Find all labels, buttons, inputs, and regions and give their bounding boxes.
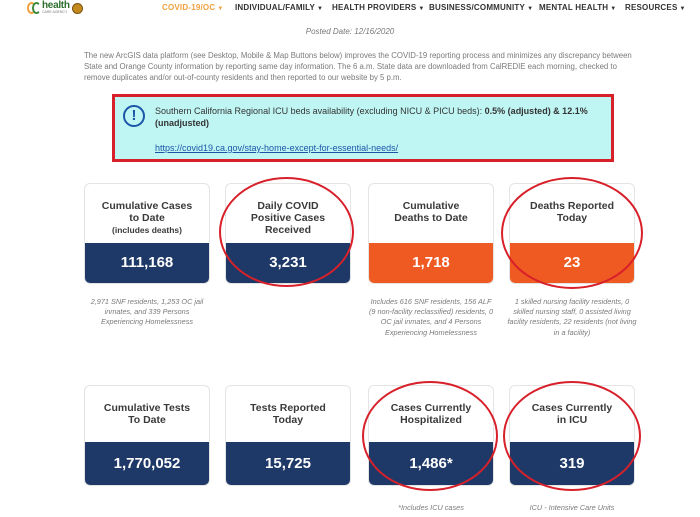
card-title: Cumulative Tests To Date (103, 402, 191, 426)
chevron-down-icon: ▼ (418, 6, 425, 12)
card-note: 1 skilled nursing facility residents, 0 … (507, 297, 637, 337)
card-value: 111,168 (85, 243, 209, 283)
card-deaths-today: Deaths Reported Today 23 (509, 183, 635, 284)
nav-item-mental-health[interactable]: MENTAL HEALTH ▼ (539, 3, 617, 12)
card-value: 319 (510, 442, 634, 485)
nav-item-business-community[interactable]: BUSINESS/COMMUNITY ▼ (429, 3, 534, 12)
nav-item-resources[interactable]: RESOURCES ▼ (625, 3, 686, 12)
posted-date: Posted Date: 12/16/2020 (305, 27, 395, 36)
top-nav: health CARE AGENCY COVID-19/OC ▼ INDIVIDU… (0, 0, 700, 18)
card-cumulative-deaths: Cumulative Deaths to Date 1,718 (368, 183, 494, 284)
card-cumulative-cases: Cumulative Cases to Date (includes death… (84, 183, 210, 284)
chevron-down-icon: ▼ (317, 6, 324, 12)
oc-logo-icon (27, 1, 41, 15)
card-title: Tests Reported Today (250, 402, 326, 426)
logo-text: health (42, 0, 70, 12)
card-title: Deaths Reported Today (529, 200, 614, 224)
chevron-down-icon: ▼ (527, 6, 534, 12)
alert-text: Southern California Regional ICU beds av… (155, 106, 588, 128)
chevron-down-icon: ▼ (610, 6, 617, 12)
card-title: Cases Currently Hospitalized (390, 402, 472, 426)
icu-alert-box: ! Southern California Regional ICU beds … (112, 94, 614, 162)
card-value: 1,718 (369, 243, 493, 283)
card-value: 1,770,052 (85, 442, 209, 485)
card-currently-hospitalized: Cases Currently Hospitalized 1,486* (368, 385, 494, 486)
chevron-down-icon: ▼ (217, 6, 224, 12)
county-seal-icon (71, 2, 83, 14)
site-logo[interactable]: health CARE AGENCY (27, 1, 83, 15)
card-note: *Includes ICU cases (398, 503, 464, 512)
card-value: 15,725 (226, 442, 350, 485)
nav-item-covid[interactable]: COVID-19/OC ▼ (162, 3, 224, 12)
card-cumulative-tests: Cumulative Tests To Date 1,770,052 (84, 385, 210, 486)
card-value: 1,486* (369, 442, 493, 485)
nav-item-health-providers[interactable]: HEALTH PROVIDERS ▼ (332, 3, 425, 12)
card-note: ICU - Intensive Care Units (529, 503, 615, 512)
card-value: 23 (510, 243, 634, 283)
card-tests-today: Tests Reported Today 15,725 (225, 385, 351, 486)
card-currently-icu: Cases Currently in ICU 319 (509, 385, 635, 486)
info-icon: ! (123, 105, 145, 127)
card-daily-positive: Daily COVID Positive Cases Received 3,23… (225, 183, 351, 284)
card-title: Cumulative Deaths to Date (394, 200, 468, 224)
stay-home-link[interactable]: https://covid19.ca.gov/stay-home-except-… (155, 143, 399, 153)
alert-values: 0.5% (adjusted) & 12.1% (unadjusted) (155, 106, 588, 128)
card-title: Cases Currently in ICU (531, 402, 613, 426)
intro-paragraph: The new ArcGIS data platform (see Deskto… (84, 51, 632, 83)
card-title: Daily COVID Positive Cases Received (250, 200, 326, 236)
card-note: Includes 616 SNF residents, 156 ALF (9 n… (368, 297, 494, 337)
logo-subtext: CARE AGENCY (42, 10, 68, 15)
chevron-down-icon: ▼ (679, 6, 686, 12)
card-note: 2,971 SNF residents, 1,253 OC jail inmat… (90, 297, 204, 327)
nav-item-individual-family[interactable]: INDIVIDUAL/FAMILY ▼ (235, 3, 324, 12)
card-value: 3,231 (226, 243, 350, 283)
card-title: Cumulative Cases to Date (101, 200, 193, 224)
card-subtitle: (includes deaths) (112, 225, 182, 235)
